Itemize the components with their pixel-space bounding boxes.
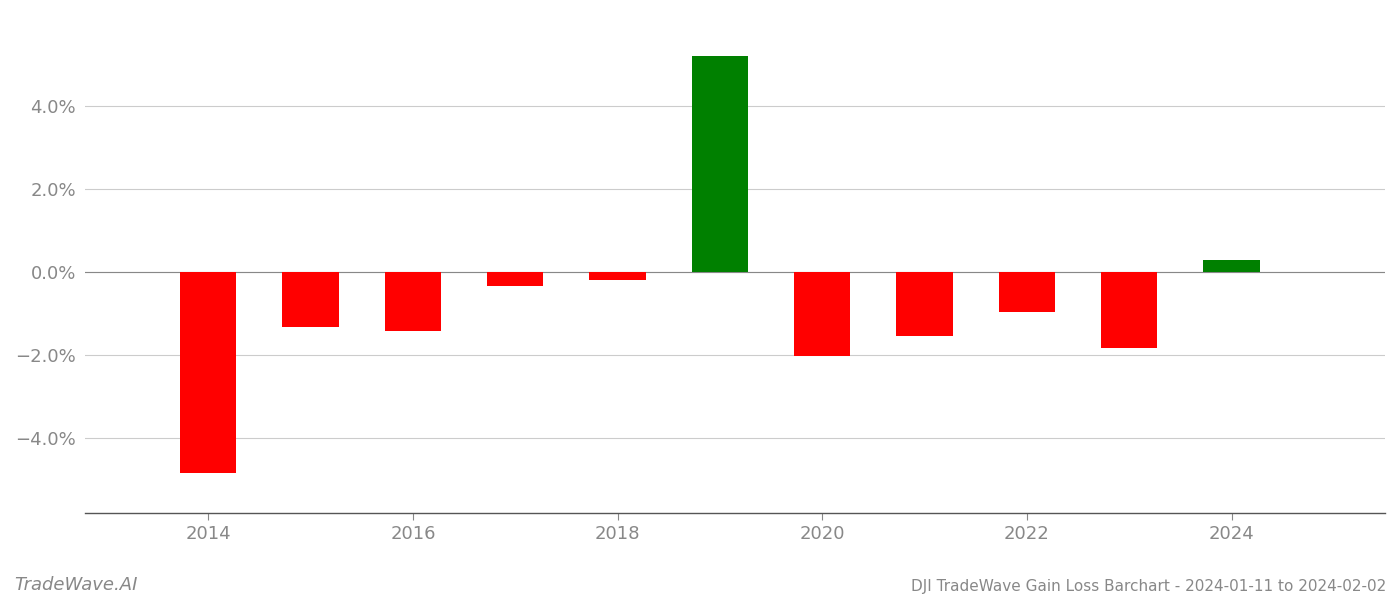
Bar — [692, 56, 748, 272]
Bar — [487, 272, 543, 286]
Bar — [181, 272, 237, 473]
Text: TradeWave.AI: TradeWave.AI — [14, 576, 137, 594]
Bar — [896, 272, 952, 335]
Text: DJI TradeWave Gain Loss Barchart - 2024-01-11 to 2024-02-02: DJI TradeWave Gain Loss Barchart - 2024-… — [911, 579, 1386, 594]
Bar — [385, 272, 441, 331]
Bar — [1100, 272, 1158, 348]
Bar — [283, 272, 339, 327]
Bar — [794, 272, 850, 356]
Bar — [589, 272, 645, 280]
Bar — [1204, 260, 1260, 272]
Bar — [998, 272, 1056, 312]
